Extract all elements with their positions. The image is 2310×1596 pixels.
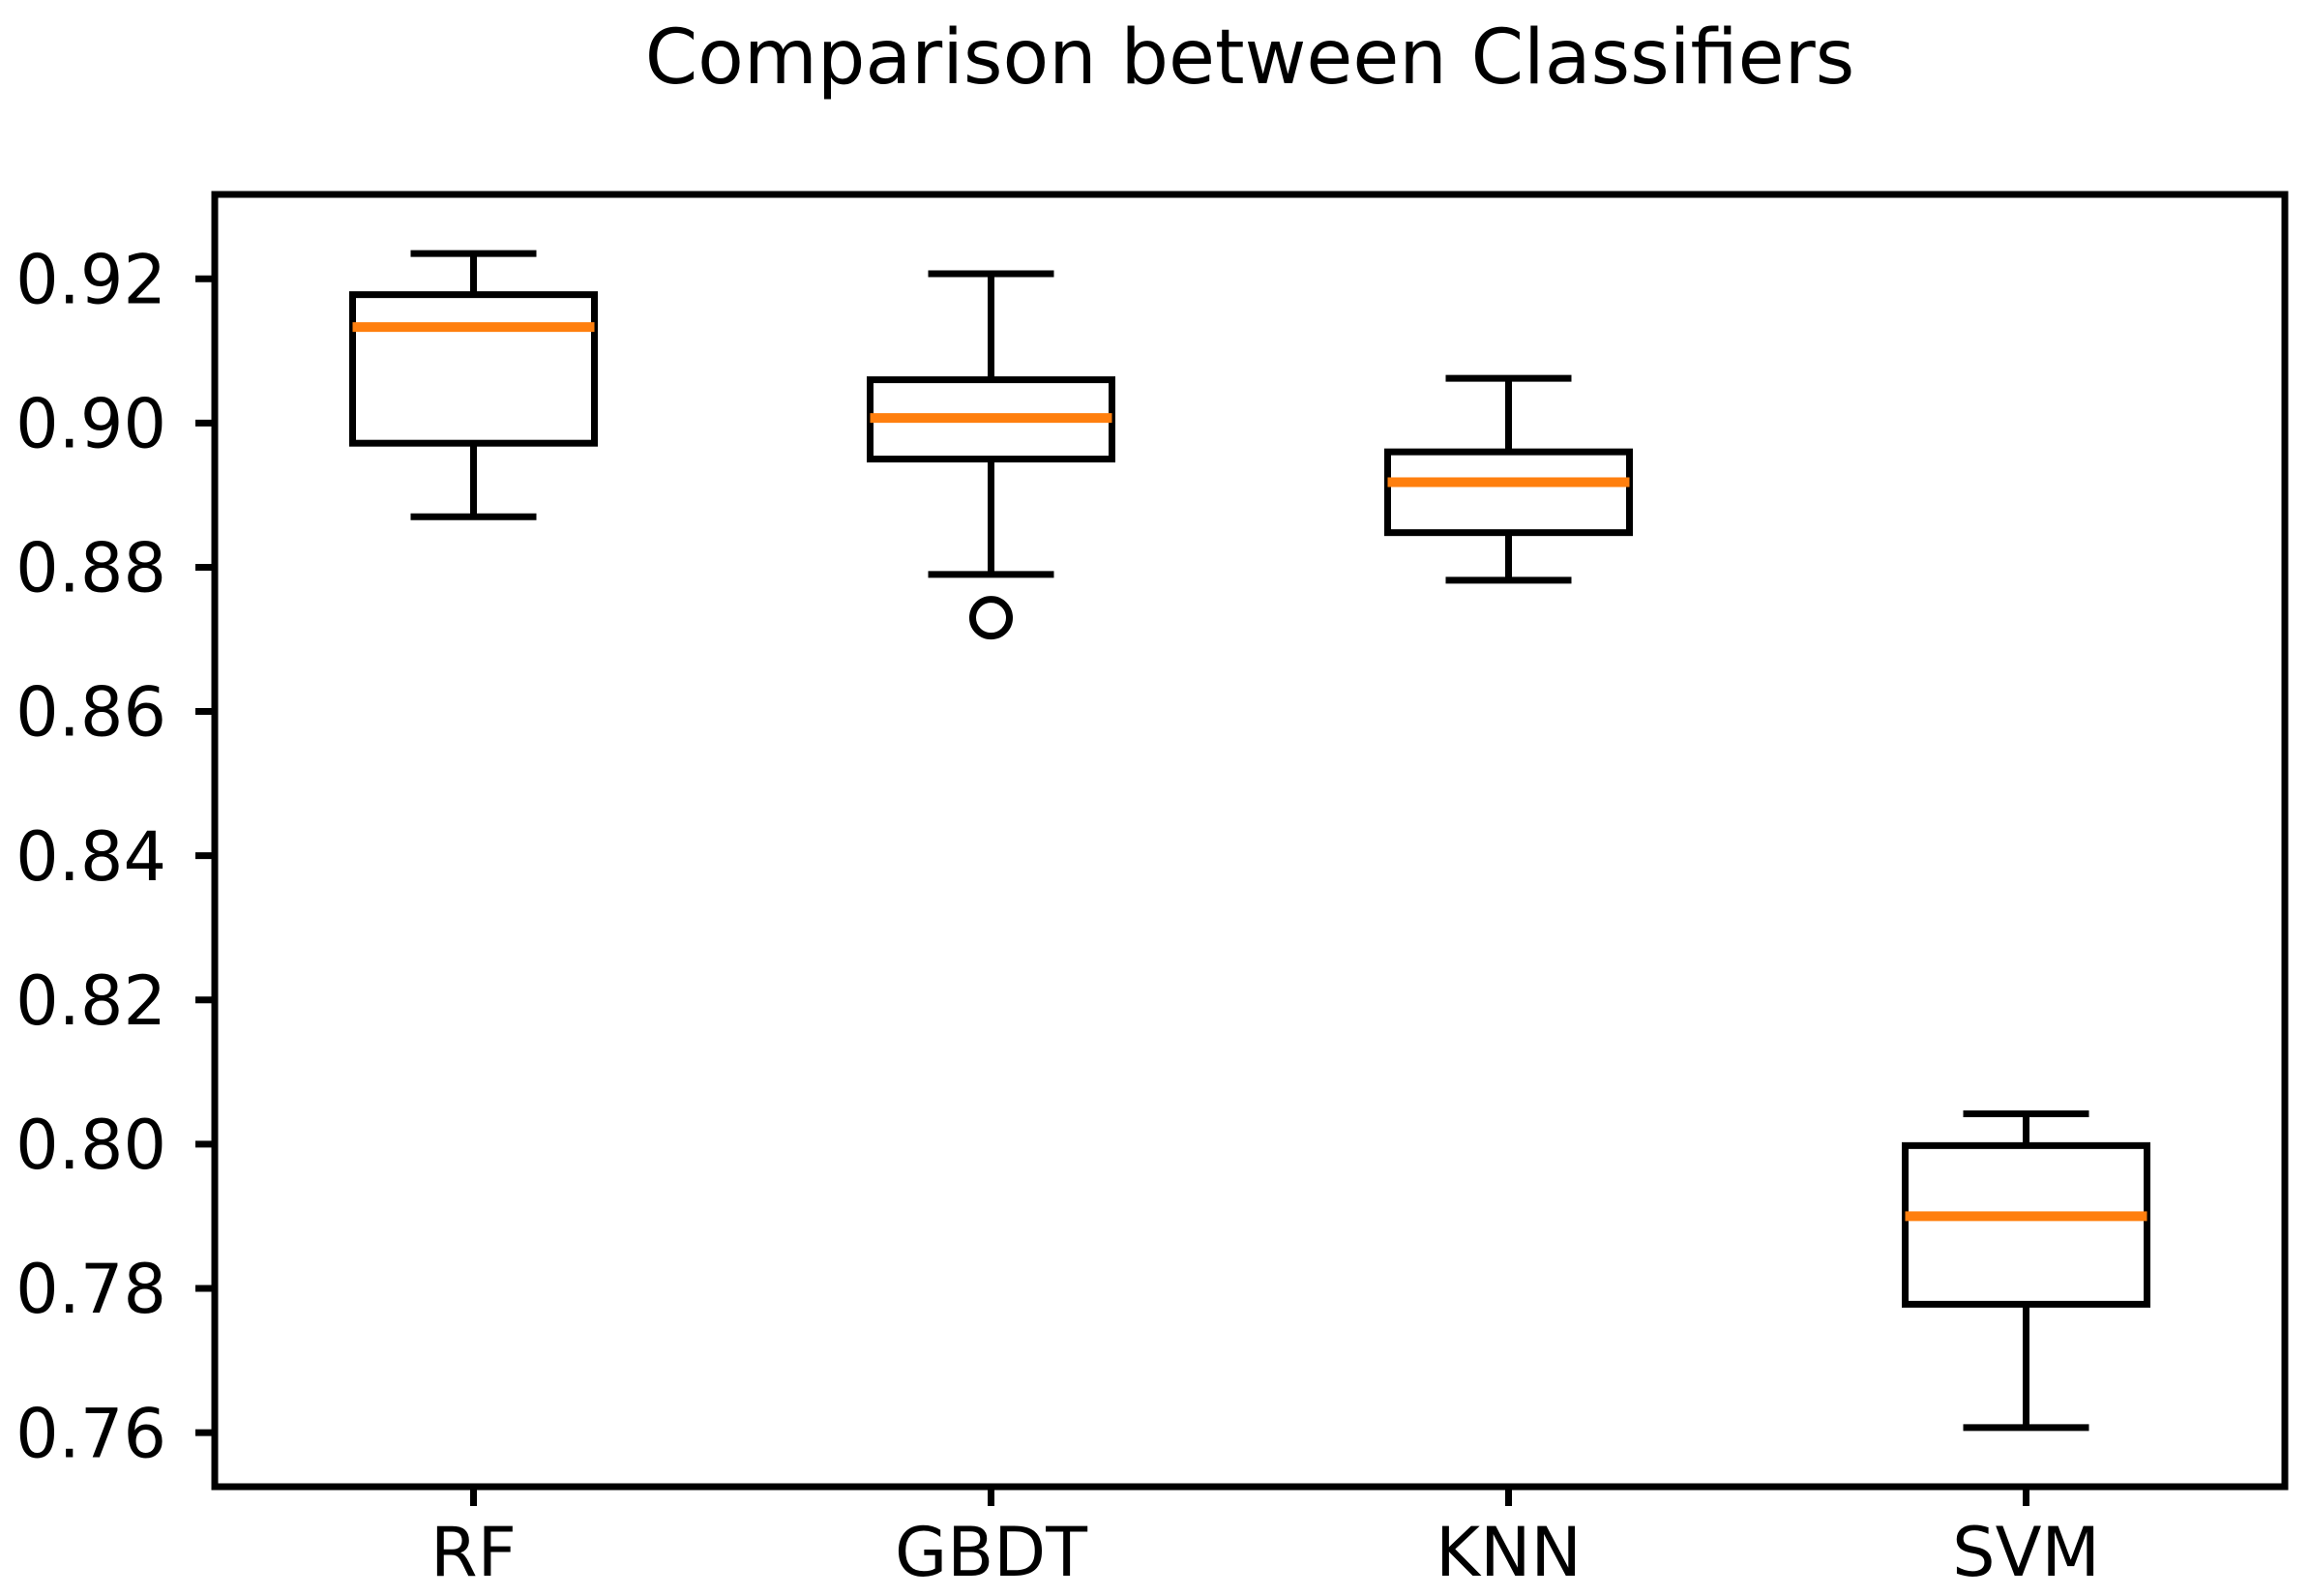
- x-axis-tick-label: SVM: [1952, 1513, 2100, 1592]
- x-axis-tick-label: RF: [430, 1513, 517, 1592]
- outlier-GBDT: [969, 596, 1013, 640]
- y-axis-tick-label: 0.90: [15, 385, 166, 464]
- plot-area: 0.92 0.90 0.88 0.86 0.84 0.82 0.80 0.78 0.76 RF GB…: [15, 191, 2289, 1592]
- plot-frame: [211, 191, 2289, 1491]
- y-axis-tick-label: 0.92: [15, 240, 166, 319]
- x-axis-tick-label: KNN: [1436, 1513, 1582, 1592]
- y-axis-tick-label: 0.86: [15, 673, 166, 753]
- box-RF: [349, 291, 598, 447]
- y-axis-tick-label: 0.80: [15, 1106, 166, 1185]
- y-axis-tick-label: 0.76: [15, 1394, 166, 1473]
- chart-title: Comparison between Classifiers: [645, 15, 1855, 102]
- y-axis-tick-label: 0.82: [15, 961, 166, 1041]
- y-axis-tick-label: 0.84: [15, 817, 166, 897]
- y-axis-tick-label: 0.78: [15, 1250, 166, 1329]
- y-axis-tick-label: 0.88: [15, 529, 166, 608]
- x-axis-tick-label: GBDT: [895, 1513, 1087, 1592]
- box-KNN: [1384, 448, 1633, 537]
- box-SVM: [1902, 1141, 2150, 1308]
